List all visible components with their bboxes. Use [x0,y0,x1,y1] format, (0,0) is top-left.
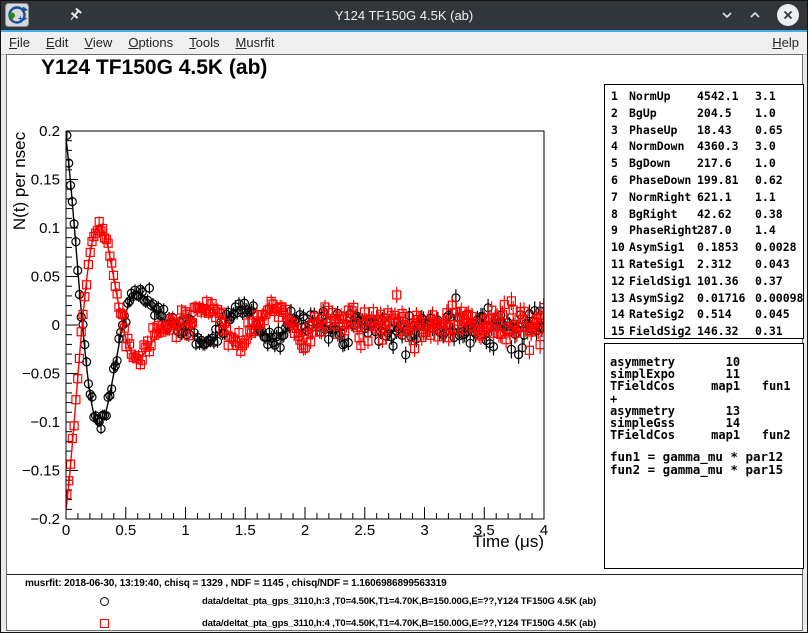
param-row: 13AsymSig20.017160.00098 [611,290,803,307]
param-row: 11RateSig12.3120.043 [611,256,803,273]
param-row: 2BgUp204.51.0 [611,105,803,122]
circle-marker-icon [100,597,109,606]
menu-view[interactable]: View [76,32,120,54]
menu-tools[interactable]: Tools [181,32,227,54]
minimize-button[interactable] [719,7,735,23]
titlebar[interactable]: ++ Y124 TF150G 4.5K (ab) [1,1,807,30]
application-window: ++ Y124 TF150G 4.5K (ab) [0,0,808,633]
close-button[interactable] [777,4,799,26]
param-row: 5BgDown217.61.0 [611,155,803,172]
menu-file[interactable]: File [1,32,38,54]
maximize-button[interactable] [747,7,763,23]
theory-block: asymmetry 10 simplExpo 11 TFieldCos map1… [610,356,803,441]
legend-entry: data/deltat_pta_gps_3110,h:3 ,T0=4.50K,T… [100,593,596,605]
param-row: 1NormUp4542.13.1 [611,88,803,105]
menu-options[interactable]: Options [120,32,181,54]
window-title: Y124 TF150G 4.5K (ab) [1,1,807,30]
square-marker-icon [100,619,109,628]
param-row: 7NormRight621.11.1 [611,189,803,206]
param-row: 8BgRight42.620.38 [611,206,803,223]
param-row: 10AsymSig10.18530.0028 [611,239,803,256]
functions-block: fun1 = gamma_mu * par12 fun2 = gamma_mu … [610,451,803,476]
parameter-table: 1NormUp4542.13.12BgUp204.51.03PhaseUp18.… [604,84,804,339]
legend-entry: data/deltat_pta_gps_3110,h:4 ,T0=4.50K,T… [100,615,596,627]
plot-title: Y124 TF150G 4.5K (ab) [41,56,267,80]
param-row: 9PhaseRight287.01.4 [611,222,803,239]
menu-edit[interactable]: Edit [38,32,76,54]
theory-pad: asymmetry 10 simplExpo 11 TFieldCos map1… [604,343,804,569]
menubar: FileEditViewOptionsToolsMusrfit Help [1,32,807,55]
param-row: 14RateSig20.5140.045 [611,306,803,323]
param-row: 3PhaseUp18.430.65 [611,122,803,139]
menu-help[interactable]: Help [764,32,807,54]
param-row: 15FieldSig2146.320.31 [611,323,803,339]
fit-stats: musrfit: 2018-06-30, 13:19:40, chisq = 1… [25,578,447,589]
plot-area[interactable] [66,131,544,519]
menu-musrfit[interactable]: Musrfit [228,32,283,54]
param-row: 6PhaseDown199.810.62 [611,172,803,189]
info-pad-separator [7,574,803,575]
param-row: 4NormDown4360.33.0 [611,138,803,155]
legend-label: data/deltat_pta_gps_3110,h:4 ,T0=4.50K,T… [202,618,596,629]
param-row: 12FieldSig1101.360.37 [611,273,803,290]
legend-label: data/deltat_pta_gps_3110,h:3 ,T0=4.50K,T… [202,596,596,607]
